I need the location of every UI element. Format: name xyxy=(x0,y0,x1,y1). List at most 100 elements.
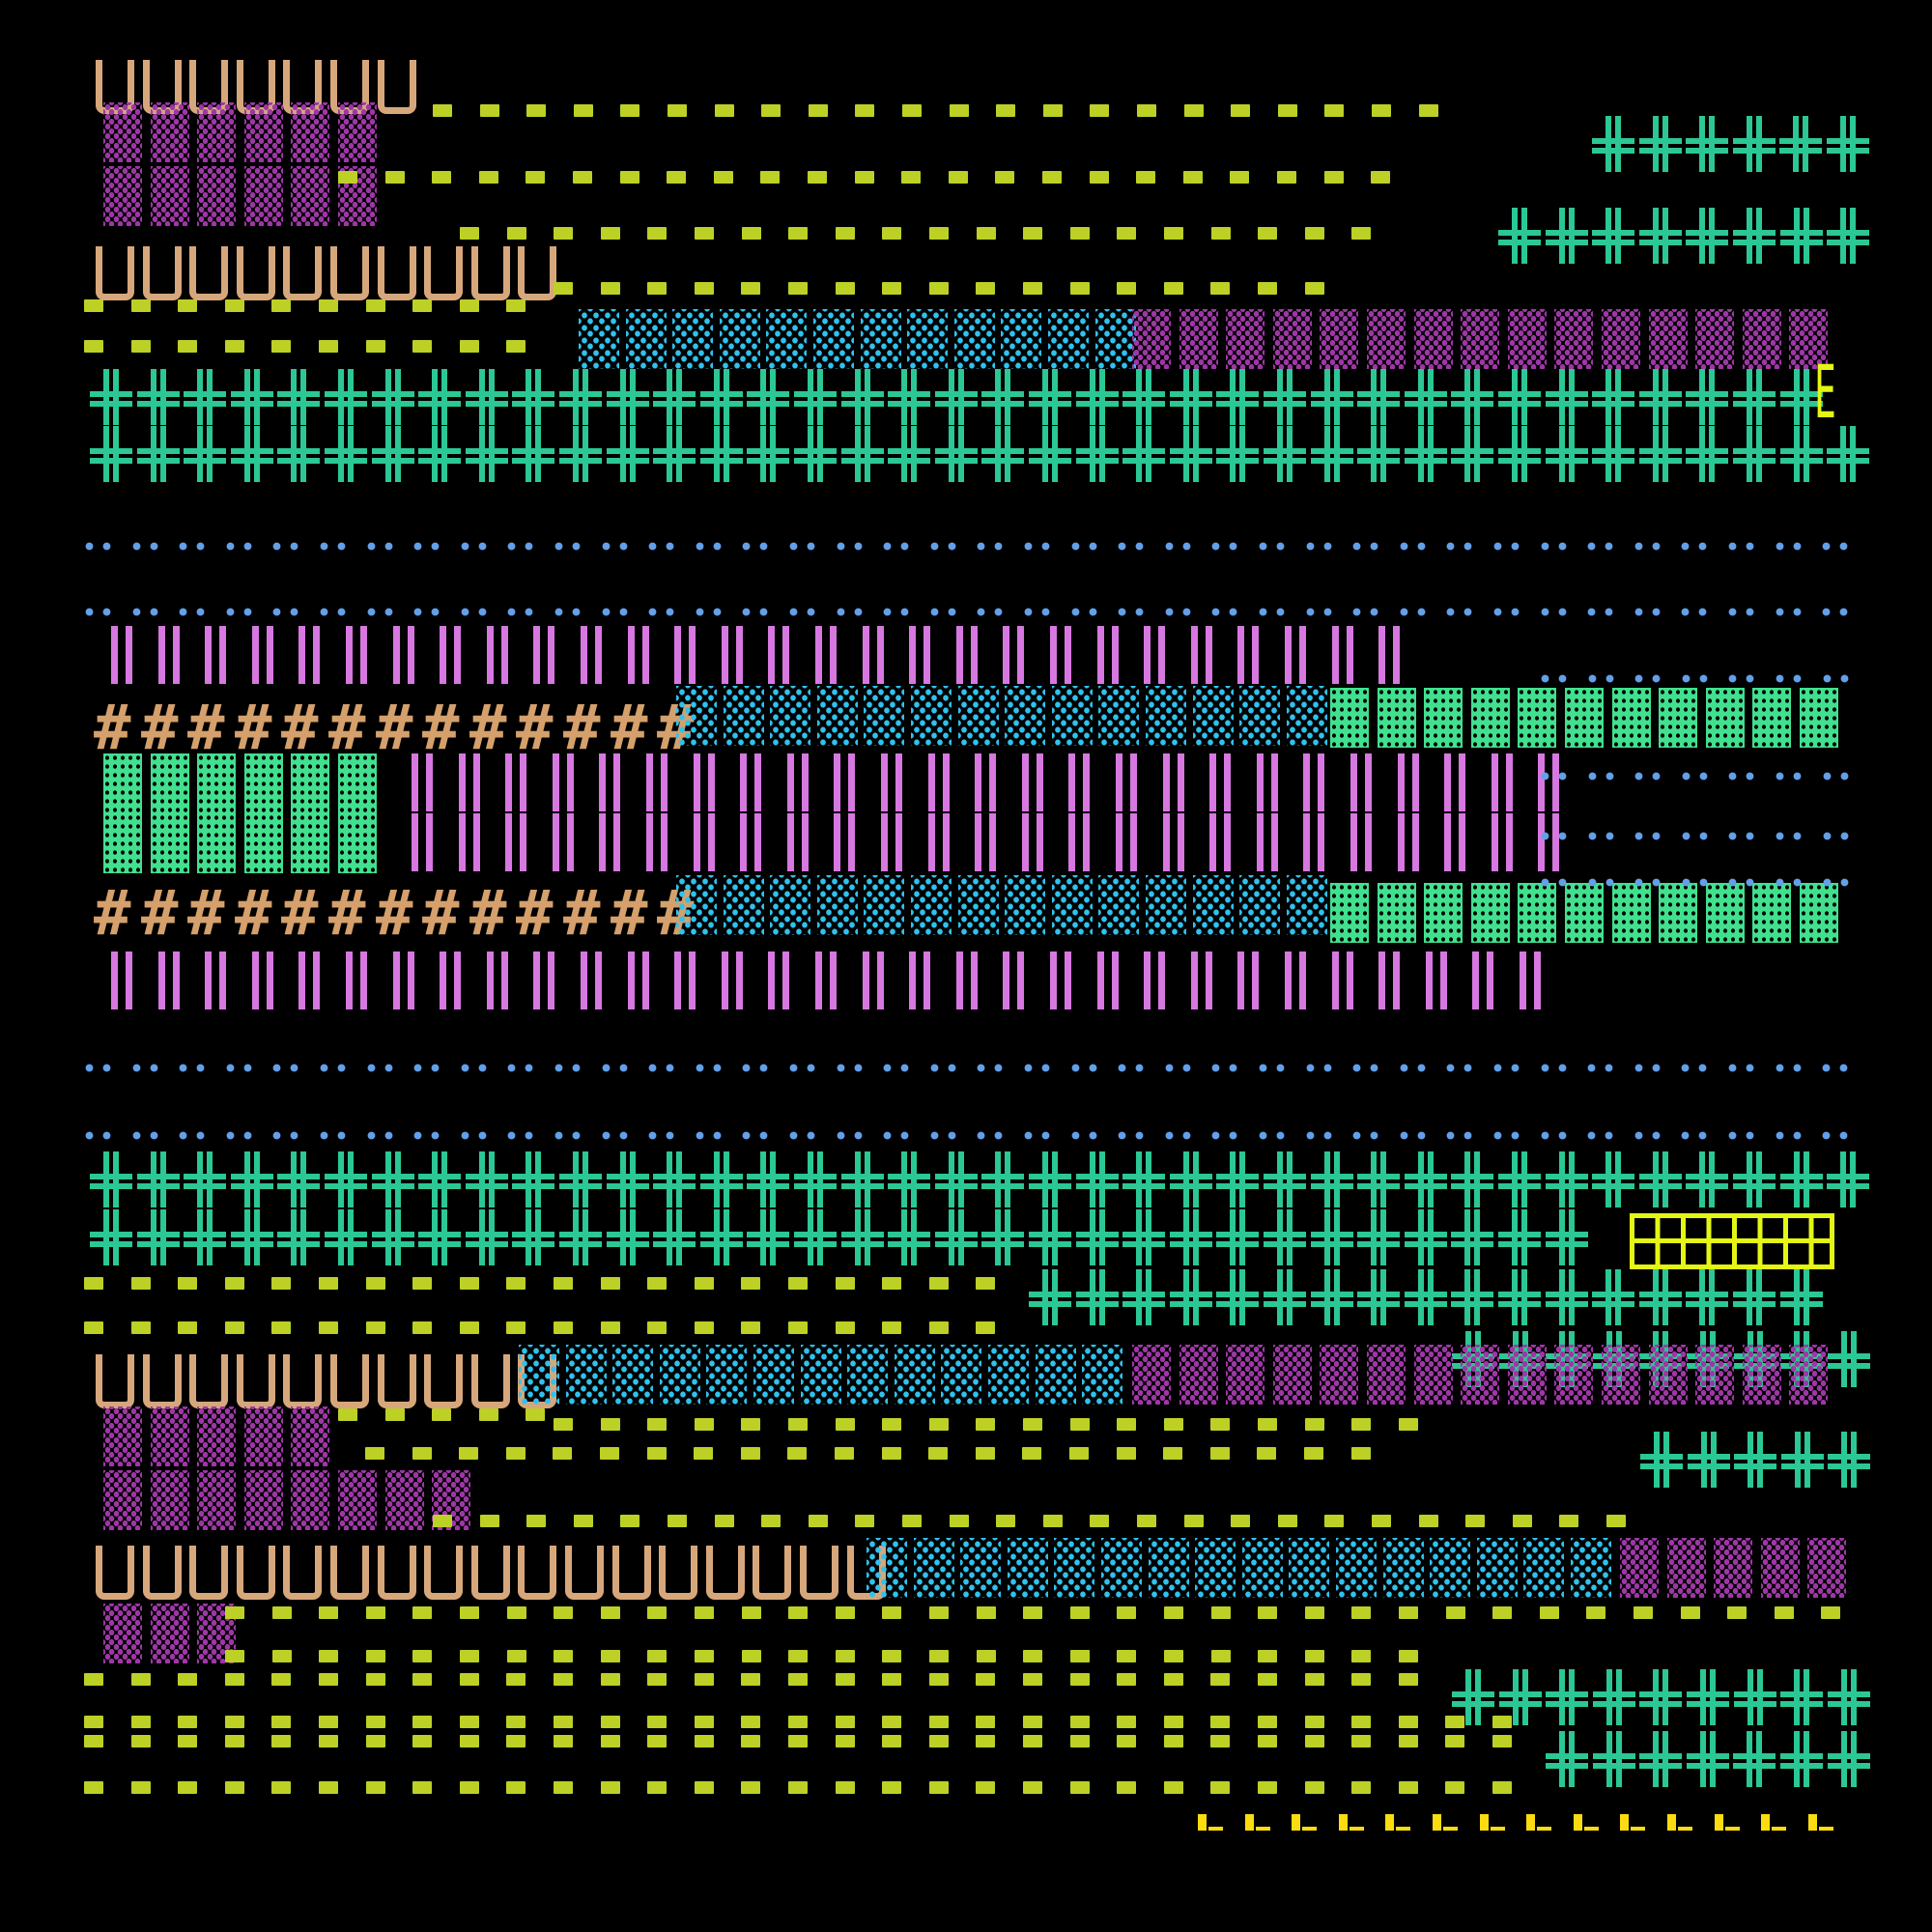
teal-glyph xyxy=(794,369,837,425)
dvert-glyph xyxy=(1426,952,1447,1009)
ysq-glyph xyxy=(741,1673,760,1686)
pblock-glyph xyxy=(1620,1538,1659,1598)
ysq-glyph xyxy=(554,1606,573,1619)
ysq-glyph xyxy=(412,1321,432,1334)
ysq-glyph xyxy=(761,104,781,117)
teal-glyph xyxy=(1780,1731,1823,1787)
ysq-glyph xyxy=(929,1277,949,1290)
ysq-glyph xyxy=(1372,1515,1391,1527)
dvert-glyph xyxy=(1350,753,1372,811)
ysq-glyph xyxy=(1278,104,1297,117)
teal-glyph xyxy=(1780,1269,1823,1325)
ysq-glyph xyxy=(977,1606,996,1619)
ysq-glyph xyxy=(460,340,479,353)
dvert-glyph xyxy=(768,952,789,1009)
green-glyph xyxy=(197,813,236,873)
ysq-glyph xyxy=(574,1515,593,1527)
ysq-glyph xyxy=(1043,1515,1063,1527)
teal-glyph xyxy=(1546,208,1588,264)
teal-glyph xyxy=(1498,1269,1541,1325)
teal-glyph xyxy=(981,1209,1024,1265)
teal-glyph xyxy=(1451,369,1493,425)
dvert-glyph xyxy=(1097,952,1119,1009)
dvert-glyph xyxy=(581,626,602,684)
ysq-glyph xyxy=(1351,1673,1371,1686)
ysq-glyph xyxy=(1278,1515,1297,1527)
teal-glyph xyxy=(1780,1151,1823,1208)
dots-glyph xyxy=(1540,831,1568,841)
cyan-glyph xyxy=(1193,686,1234,746)
excl-glyph xyxy=(1526,1814,1551,1831)
ysq-glyph xyxy=(1372,104,1391,117)
teal-glyph xyxy=(418,426,461,482)
pblock-glyph xyxy=(1789,1345,1828,1405)
dvert-glyph xyxy=(1237,626,1259,684)
dvert-glyph xyxy=(505,813,526,871)
dvert-glyph xyxy=(975,753,996,811)
dvert-glyph xyxy=(1492,753,1513,811)
ysq-glyph xyxy=(412,1673,432,1686)
dots-glyph xyxy=(131,1130,159,1141)
u-glyph xyxy=(518,246,556,300)
ysq-glyph xyxy=(741,1716,760,1728)
ysq-glyph xyxy=(741,1781,760,1794)
dots-glyph xyxy=(1680,1063,1708,1073)
teal-glyph xyxy=(325,426,367,482)
dvert-glyph xyxy=(346,626,367,684)
ysq-glyph xyxy=(1117,1606,1136,1619)
u-glyph xyxy=(189,246,228,300)
dots-glyph xyxy=(1070,1063,1098,1073)
u-glyph xyxy=(283,1354,322,1408)
dvert-glyph xyxy=(1303,753,1324,811)
pblock-glyph xyxy=(1179,309,1218,369)
green-glyph xyxy=(103,753,142,813)
pblock-glyph xyxy=(151,1406,189,1466)
teal-glyph xyxy=(1828,1331,1870,1387)
ysq-glyph xyxy=(788,1673,808,1686)
ysq-glyph xyxy=(1070,1606,1090,1619)
teal-glyph xyxy=(1780,426,1823,482)
ysq-glyph xyxy=(225,1716,244,1728)
ysq-glyph xyxy=(84,1735,103,1747)
dvert-glyph xyxy=(928,813,950,871)
teal-glyph xyxy=(137,426,180,482)
u-glyph xyxy=(424,246,463,300)
ysq-glyph xyxy=(929,1781,949,1794)
ysq-glyph xyxy=(573,171,592,184)
dots-glyph xyxy=(647,607,675,617)
dots-glyph xyxy=(788,541,816,552)
dots-glyph xyxy=(647,1130,675,1141)
dvert-glyph xyxy=(1444,813,1465,871)
dvert-glyph xyxy=(553,753,574,811)
teal-glyph xyxy=(1781,1432,1824,1488)
pblock-glyph xyxy=(385,1470,424,1530)
teal-glyph xyxy=(1076,1209,1119,1265)
dvert-glyph xyxy=(1050,626,1071,684)
pblock-glyph xyxy=(103,1470,142,1530)
teal-glyph xyxy=(1639,208,1682,264)
ysq-glyph xyxy=(412,1781,432,1794)
dvert-glyph xyxy=(412,753,433,811)
ysq-glyph xyxy=(507,1606,526,1619)
dvert-glyph xyxy=(787,813,809,871)
teal-glyph xyxy=(888,369,930,425)
ysq-glyph xyxy=(319,1277,338,1290)
pblock-glyph xyxy=(1789,309,1828,369)
pblock-glyph xyxy=(1667,1538,1706,1598)
ysq-glyph xyxy=(1070,1781,1090,1794)
teal-glyph xyxy=(1311,369,1353,425)
ysq-glyph xyxy=(855,104,874,117)
pblock-glyph xyxy=(103,102,142,162)
u-glyph xyxy=(471,246,510,300)
teal-glyph xyxy=(747,426,789,482)
dvert-glyph xyxy=(1444,753,1465,811)
ysq-glyph xyxy=(506,1781,526,1794)
pblock-glyph xyxy=(1226,309,1264,369)
ysq-glyph xyxy=(1399,1650,1418,1662)
dvert-glyph xyxy=(1191,952,1212,1009)
dots-glyph xyxy=(271,607,299,617)
teal-glyph xyxy=(231,1209,273,1265)
pblock-glyph xyxy=(244,102,283,162)
cyan-glyph xyxy=(895,1345,935,1405)
